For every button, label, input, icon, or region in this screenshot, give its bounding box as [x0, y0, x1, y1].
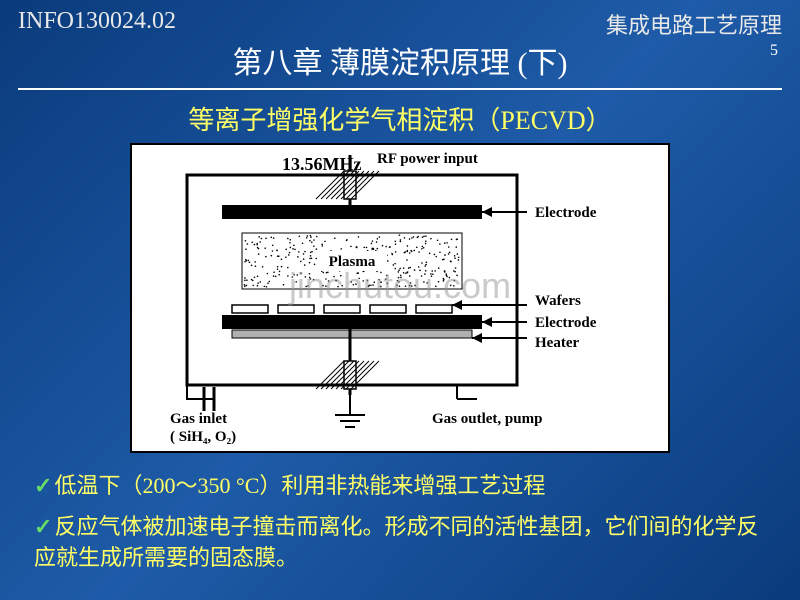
- svg-text:RF power input: RF power input: [377, 151, 478, 167]
- page-number: 5: [770, 42, 778, 60]
- pecvd-diagram: Plasma 13.56MHz RF power input Electrode Waf…: [130, 143, 670, 453]
- svg-text:Wafers: Wafers: [535, 293, 581, 309]
- check-icon: ✓: [34, 473, 52, 498]
- svg-text:Plasma: Plasma: [329, 254, 376, 270]
- svg-text:( SiH₄, O₂): ( SiH₄, O₂): [170, 429, 236, 445]
- check-icon: ✓: [34, 514, 52, 539]
- svg-text:Electrode: Electrode: [535, 315, 597, 331]
- course-name: 集成电路工艺原理: [606, 8, 782, 40]
- section-title: 等离子增强化学气相淀积（PECVD）: [0, 100, 800, 137]
- slide-header: INFO130024.02 集成电路工艺原理: [0, 0, 800, 40]
- svg-text:Electrode: Electrode: [535, 205, 597, 221]
- divider: [18, 88, 782, 90]
- svg-text:Heater: Heater: [535, 335, 579, 351]
- bullet-item: ✓低温下（200～350 °C）利用非热能来增强工艺过程: [34, 471, 766, 502]
- diagram-container: Plasma 13.56MHz RF power input Electrode Waf…: [0, 143, 800, 453]
- svg-text:13.56MHz: 13.56MHz: [282, 154, 361, 174]
- svg-text:Gas inlet: Gas inlet: [170, 411, 227, 427]
- bullet-item: ✓反应气体被加速电子撞击而离化。形成不同的活性基团，它们间的化学反应就生成所需要…: [34, 512, 766, 574]
- course-code: INFO130024.02: [18, 8, 176, 40]
- chapter-title: 第八章 薄膜淀积原理 (下): [0, 38, 800, 82]
- bullet-list: ✓低温下（200～350 °C）利用非热能来增强工艺过程 ✓反应气体被加速电子撞…: [34, 471, 766, 573]
- svg-text:Gas outlet, pump: Gas outlet, pump: [432, 411, 542, 427]
